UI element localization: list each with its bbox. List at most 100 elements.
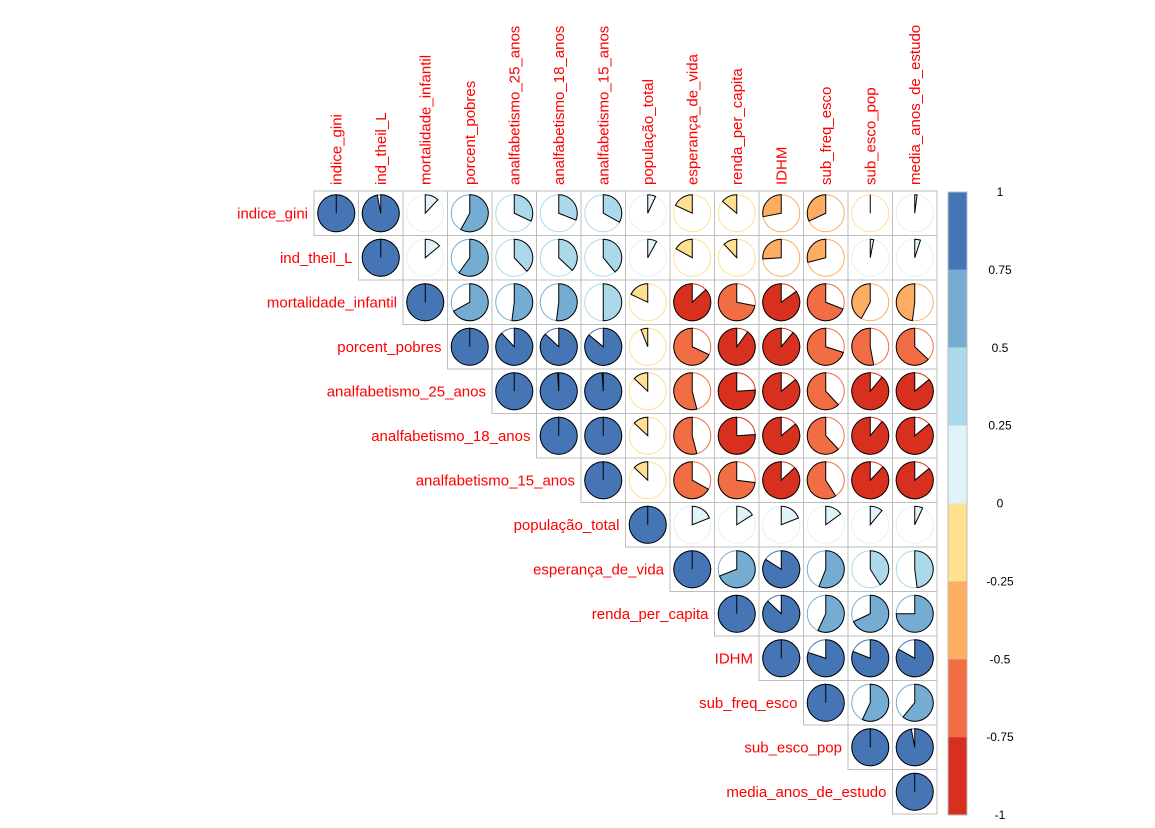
row-label: renda_per_capita xyxy=(592,606,709,623)
colorbar-bin xyxy=(948,659,967,738)
pie-slice xyxy=(718,550,756,589)
row-label: indice_gini xyxy=(237,205,308,222)
pie-slice xyxy=(495,327,534,366)
colorbar-bin xyxy=(948,737,967,815)
pie-slice xyxy=(640,327,649,347)
colorbar-tick-label: 0 xyxy=(997,497,1004,511)
row-label: sub_freq_esco xyxy=(699,695,797,712)
pie-slice xyxy=(633,416,649,437)
pie-slice xyxy=(825,505,842,526)
pie-slice xyxy=(851,283,871,320)
colorbar-tick-label: 0.5 xyxy=(992,341,1009,355)
column-label: sub_esco_pop xyxy=(862,87,879,185)
pie-slice xyxy=(895,728,934,767)
pie-slice xyxy=(851,639,890,678)
pie-slice xyxy=(817,594,845,633)
pie-slice xyxy=(806,238,827,263)
column-label: indice_gini xyxy=(328,114,345,185)
row-label: sub_esco_pop xyxy=(744,739,842,756)
pie-slice xyxy=(558,238,578,272)
row-label: analfabetismo_15_anos xyxy=(416,472,575,489)
pie-slice xyxy=(914,238,922,258)
pie-slice xyxy=(458,238,489,277)
pie-slice xyxy=(780,505,800,526)
pie-slice xyxy=(424,238,441,259)
pie-slice xyxy=(673,283,712,322)
pie-slice xyxy=(851,372,890,411)
column-label: mortalidade_infantil xyxy=(417,55,434,185)
pie-slice xyxy=(633,461,649,482)
column-label: população_total xyxy=(640,79,657,185)
pie-slice xyxy=(723,238,738,260)
pie-slice xyxy=(691,505,711,526)
pie-slice xyxy=(895,416,934,455)
colorbar-bin xyxy=(948,192,967,270)
pie-slice xyxy=(717,416,756,455)
pie-slice xyxy=(851,416,890,455)
pie-slice xyxy=(762,283,801,322)
pie-slice xyxy=(717,372,756,411)
pie-slice xyxy=(806,283,844,322)
colorbar-bin xyxy=(948,347,967,426)
pie-slice xyxy=(717,283,756,322)
column-label: esperança_de_vida xyxy=(684,53,701,185)
pie-slice xyxy=(674,194,693,215)
row-label: ind_theil_L xyxy=(280,250,353,267)
column-label: IDHM xyxy=(773,147,790,185)
pie-slice xyxy=(869,550,890,586)
pie-slice xyxy=(673,416,698,455)
row-label: IDHM xyxy=(715,650,753,667)
pie-slice xyxy=(869,505,883,527)
row-label: analfabetismo_18_anos xyxy=(371,428,530,445)
pie-slice xyxy=(851,327,875,366)
pie-slice xyxy=(762,372,801,411)
pie-slice xyxy=(895,372,934,411)
column-label: sub_freq_esco xyxy=(818,87,835,185)
row-label: população_total xyxy=(514,517,620,534)
pie-slice xyxy=(584,327,623,366)
pie-slice xyxy=(762,461,801,500)
colorbar-border xyxy=(947,191,968,816)
pie-slice xyxy=(762,594,801,633)
pie-slice xyxy=(460,194,489,233)
row-label: analfabetismo_25_anos xyxy=(327,383,486,400)
pie-slice xyxy=(895,639,934,678)
colorbar-tick-label: 0.25 xyxy=(988,419,1012,433)
pie-slice xyxy=(869,238,875,258)
row-label: media_anos_de_estudo xyxy=(726,784,886,801)
column-label: analfabetismo_15_anos xyxy=(595,26,612,185)
pie-slice xyxy=(895,461,934,500)
pie-slice xyxy=(762,327,801,366)
pie-slice xyxy=(647,238,658,258)
pie-slice xyxy=(602,238,623,273)
colorbar-tick-label: 0.75 xyxy=(988,263,1012,277)
pie-slice xyxy=(633,372,649,393)
pie-slice xyxy=(902,683,934,722)
pie-slice xyxy=(861,683,890,722)
pie-slice xyxy=(539,372,578,411)
colorbar-tick-label: -0.5 xyxy=(990,652,1011,666)
pie-slice xyxy=(914,505,924,525)
column-label: porcent_pobres xyxy=(462,81,479,185)
pie-slice xyxy=(895,283,916,322)
colorbar-tick-label: -1 xyxy=(995,808,1006,822)
pie-slice xyxy=(914,550,934,589)
pie-slice xyxy=(717,327,756,366)
pie-slice xyxy=(361,194,400,233)
row-label: mortalidade_infantil xyxy=(267,294,397,311)
column-label: media_anos_de_estudo xyxy=(907,25,924,185)
pie-slice xyxy=(602,283,623,322)
pie-slice xyxy=(762,238,782,260)
pie-slice xyxy=(647,194,657,214)
pie-slice xyxy=(895,327,929,366)
row-label: porcent_pobres xyxy=(337,339,441,356)
pie-slice xyxy=(736,505,754,526)
colorbar-bin xyxy=(948,503,967,582)
pie-slice xyxy=(851,461,890,500)
colorbar-tick-label: 1 xyxy=(997,185,1004,199)
pie-slice xyxy=(424,194,439,215)
colorbar-bin xyxy=(948,581,967,660)
pie-slice xyxy=(806,194,827,222)
pie-slice xyxy=(762,416,801,455)
